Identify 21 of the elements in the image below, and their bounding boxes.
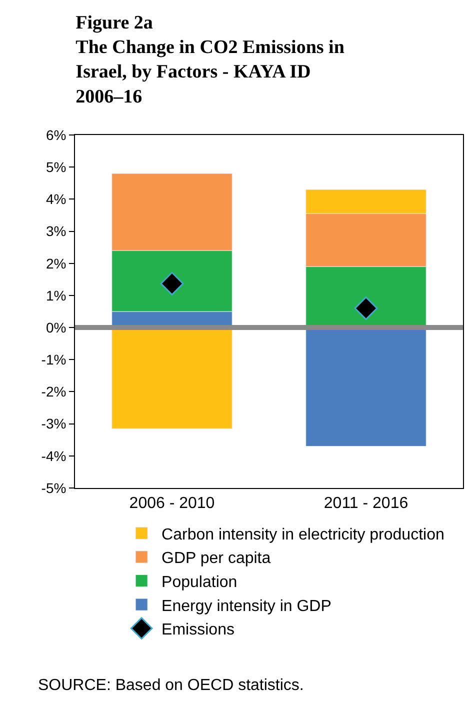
legend-label: Emissions [162,622,234,639]
y-tick-label: -2% [41,384,66,400]
y-tick-label: 6% [46,126,66,143]
y-tick-label: 5% [46,158,66,175]
y-tick-label: 4% [46,191,66,208]
y-tick-label: 0% [46,319,66,336]
legend-label: GDP per capita [162,550,271,568]
legend-label: Carbon intensity in electricity production [162,526,444,544]
y-tick-label: -1% [41,352,66,368]
x-tick-label: 2011 - 2016 [324,495,408,512]
y-tick-label: 2% [46,255,66,272]
legend-label: Energy intensity in GDP [162,598,332,615]
legend-label: Population [162,574,238,591]
y-tick-label: 1% [46,287,66,304]
source-note: SOURCE: Based on OECD statistics. [38,677,304,694]
x-tick-label: 2006 - 2010 [129,495,215,512]
y-tick-label: -4% [41,448,66,464]
y-tick-label: -3% [41,416,66,432]
y-tick-label: 3% [46,223,66,240]
chart-title: Figure 2a The Change in CO2 Emissions in Israel, by Factors - KAYA ID 2006–16 [76,12,345,108]
y-tick-label: -5% [41,480,66,496]
